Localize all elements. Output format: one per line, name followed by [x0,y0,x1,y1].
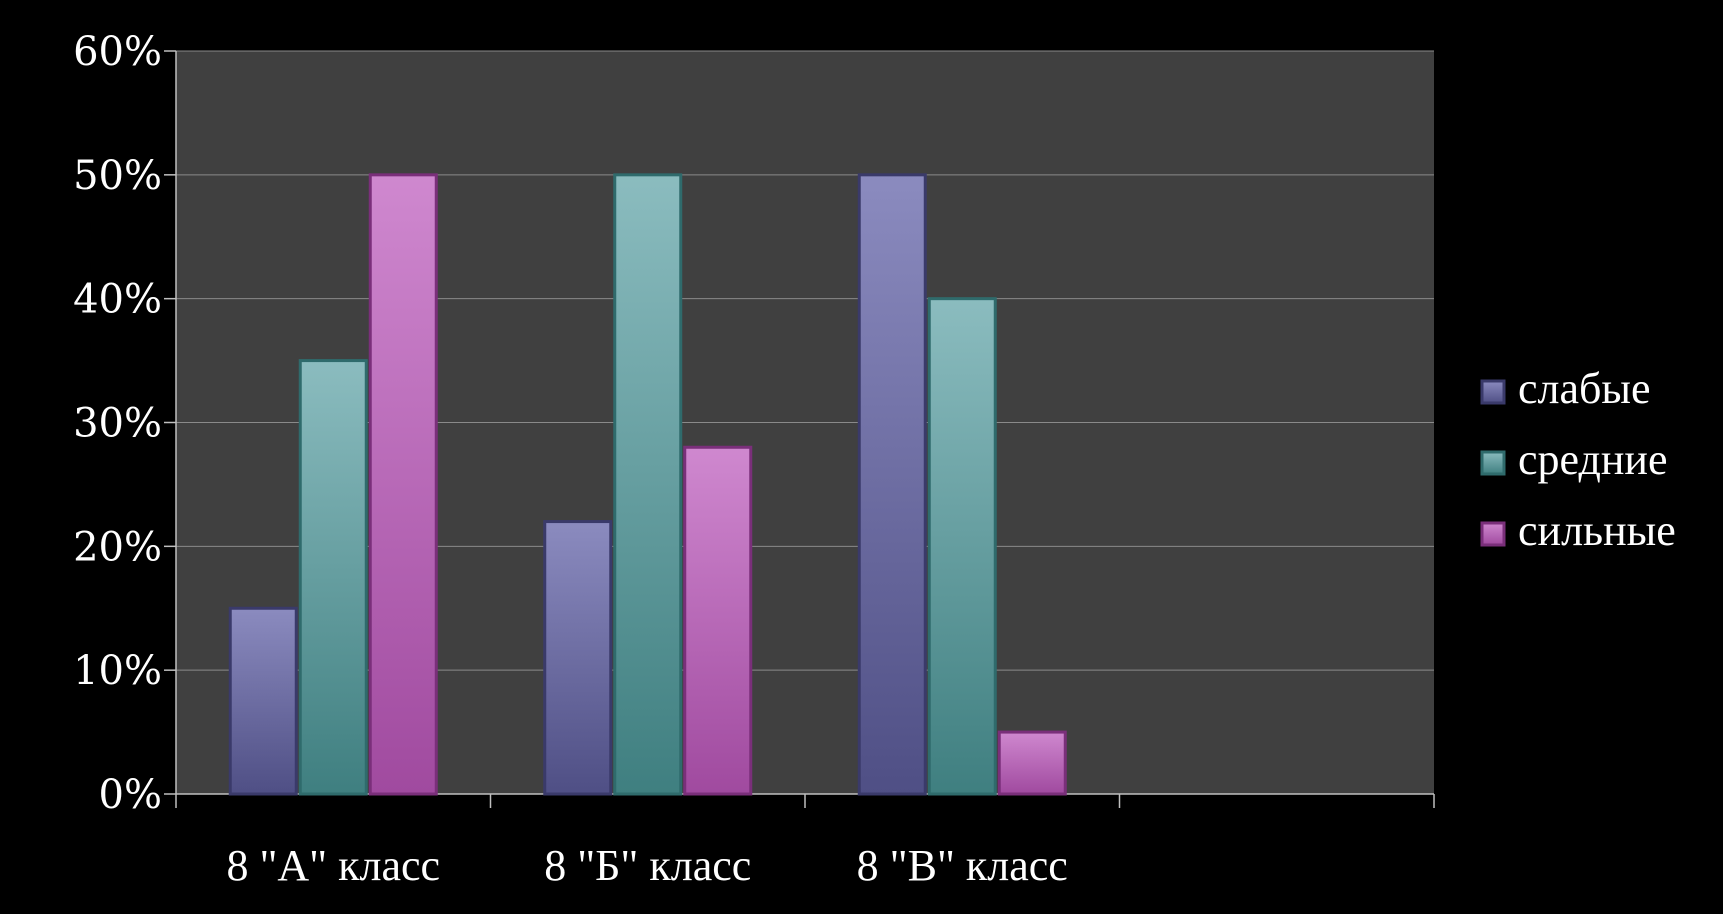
bar-сильные [997,730,1067,796]
legend-label: слабые [1518,364,1651,413]
legend-label: сильные [1518,506,1676,555]
bar-средние [613,173,683,796]
y-tick-label: 40% [73,277,162,323]
bar-слабые [228,606,298,796]
y-tick-label: 30% [73,401,162,447]
bar-средние [927,297,997,796]
y-tick-label: 0% [99,772,162,818]
legend-label: средние [1518,435,1668,484]
y-tick-label: 10% [73,648,162,694]
bar-слабые [857,173,927,796]
bar-series [228,173,1067,796]
x-tick-label: 8 "В" класс [857,841,1068,890]
legend: слабые средние сильные [1480,364,1676,555]
y-axis: 0% 10% 20% 30% 40% 50% 60% [73,29,177,818]
y-tick-label: 20% [73,524,162,570]
bar-сильные [683,445,753,796]
x-tick-label: 8 "Б" класс [544,841,751,890]
legend-swatch [1480,521,1506,547]
bar-слабые [543,520,613,796]
legend-swatch [1480,450,1506,476]
y-tick-label: 60% [73,29,162,75]
bar-средние [298,359,368,796]
legend-swatch [1480,379,1506,405]
x-axis: 8 "А" класс 8 "Б" класс 8 "В" класс [175,793,1435,890]
bar-сильные [368,173,438,796]
x-tick-label: 8 "А" класс [226,841,440,890]
y-tick-label: 50% [73,153,162,199]
